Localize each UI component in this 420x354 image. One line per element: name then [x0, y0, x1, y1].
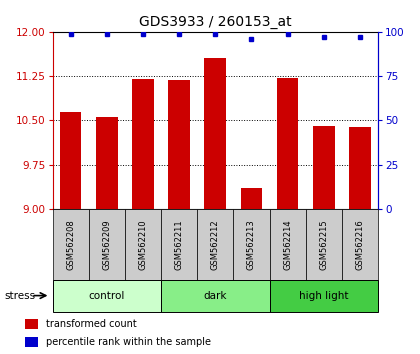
Text: GSM562214: GSM562214 [283, 219, 292, 270]
Bar [25, 337, 38, 347]
Bar [349, 127, 371, 209]
Bar [161, 280, 270, 312]
Bar [270, 209, 306, 280]
Text: GSM562216: GSM562216 [355, 219, 365, 270]
Bar [342, 209, 378, 280]
Bar [52, 209, 89, 280]
Bar [161, 209, 197, 280]
Text: GSM562211: GSM562211 [175, 219, 184, 270]
Bar [89, 209, 125, 280]
Bar [125, 209, 161, 280]
Text: dark: dark [204, 291, 227, 301]
Bar [234, 209, 270, 280]
Text: GSM562215: GSM562215 [319, 219, 328, 270]
Title: GDS3933 / 260153_at: GDS3933 / 260153_at [139, 16, 291, 29]
Text: stress: stress [4, 291, 35, 301]
Bar [197, 209, 234, 280]
Text: transformed count: transformed count [46, 319, 136, 329]
Bar [132, 79, 154, 209]
Text: GSM562208: GSM562208 [66, 219, 75, 270]
Bar [306, 209, 342, 280]
Text: GSM562213: GSM562213 [247, 219, 256, 270]
Bar [241, 188, 262, 209]
Text: high light: high light [299, 291, 349, 301]
Bar [205, 58, 226, 209]
Text: control: control [89, 291, 125, 301]
Bar [52, 280, 161, 312]
Bar [277, 78, 299, 209]
Bar [96, 118, 118, 209]
Bar [168, 80, 190, 209]
Bar [25, 319, 38, 329]
Text: GSM562210: GSM562210 [139, 219, 147, 270]
Text: percentile rank within the sample: percentile rank within the sample [46, 337, 210, 347]
Bar [313, 126, 335, 209]
Text: GSM562212: GSM562212 [211, 219, 220, 270]
Bar [270, 280, 378, 312]
Text: GSM562209: GSM562209 [102, 219, 111, 270]
Bar [60, 112, 81, 209]
